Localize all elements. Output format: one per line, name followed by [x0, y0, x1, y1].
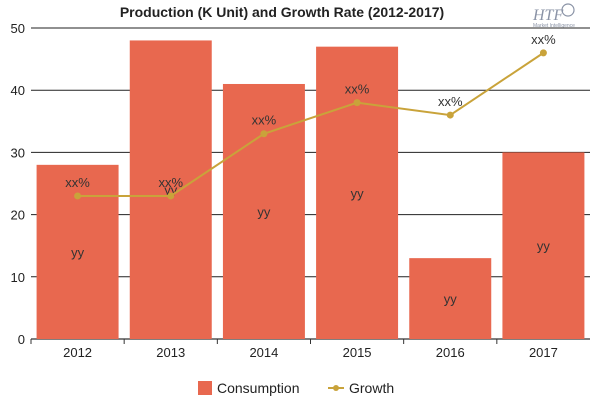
x-tick-label: 2012 — [63, 345, 92, 360]
growth-point-2012 — [74, 192, 82, 200]
logo-subtext: Market Intelligence — [533, 23, 575, 29]
legend-swatch-consumption — [198, 381, 212, 395]
htf-logo: HTF Market Intelligence — [532, 3, 575, 29]
growth-data-label: xx% — [531, 32, 556, 47]
growth-point-2014 — [260, 130, 268, 138]
x-tick-label: 2015 — [343, 345, 372, 360]
globe-icon — [561, 3, 575, 17]
growth-data-label: xx% — [65, 175, 90, 190]
y-tick-label: 40 — [11, 83, 25, 98]
growth-data-label: xx% — [158, 175, 183, 190]
y-tick-label: 0 — [18, 332, 25, 347]
y-tick-label: 50 — [11, 21, 25, 36]
y-tick-label: 30 — [11, 145, 25, 160]
y-axis: 0 10 20 30 40 50 — [11, 21, 25, 347]
legend: Consumption Growth — [198, 380, 394, 396]
bar-data-label: yy — [537, 239, 551, 254]
y-tick-label: 20 — [11, 208, 25, 223]
bar-data-label: yy — [257, 204, 271, 219]
growth-data-label: xx% — [252, 113, 277, 128]
chart-title: Production (K Unit) and Growth Rate (201… — [120, 4, 444, 20]
growth-data-label: xx% — [345, 82, 370, 97]
bar-data-label: yy — [351, 186, 365, 201]
y-tick-label: 10 — [11, 270, 25, 285]
legend-label-growth: Growth — [349, 380, 394, 396]
bar-consumption-2015 — [316, 46, 399, 339]
growth-point-2015 — [353, 99, 361, 107]
bar-consumption-2013 — [129, 40, 212, 339]
legend-swatch-growth-marker — [333, 385, 339, 391]
bar-consumption-2017 — [502, 152, 585, 339]
x-tick-label: 2016 — [436, 345, 465, 360]
line-series-growth: xx% xx% xx% xx% xx% xx% — [65, 32, 556, 200]
bar-data-label: yy — [444, 292, 458, 307]
legend-label-consumption: Consumption — [217, 380, 300, 396]
growth-point-2016 — [446, 111, 454, 119]
growth-data-label: xx% — [438, 94, 463, 109]
x-tick-label: 2013 — [156, 345, 185, 360]
x-axis: 2012 2013 2014 2015 2016 2017 — [30, 339, 558, 360]
bar-consumption-2016 — [409, 258, 492, 339]
x-tick-label: 2014 — [249, 345, 278, 360]
bar-consumption-2014 — [222, 83, 305, 339]
x-tick-label: 2017 — [529, 345, 558, 360]
growth-line — [77, 52, 544, 197]
growth-point-2017 — [539, 49, 547, 57]
bar-data-label: yy — [71, 245, 85, 260]
growth-point-2013 — [167, 192, 175, 200]
logo-text: HTF — [532, 7, 563, 24]
